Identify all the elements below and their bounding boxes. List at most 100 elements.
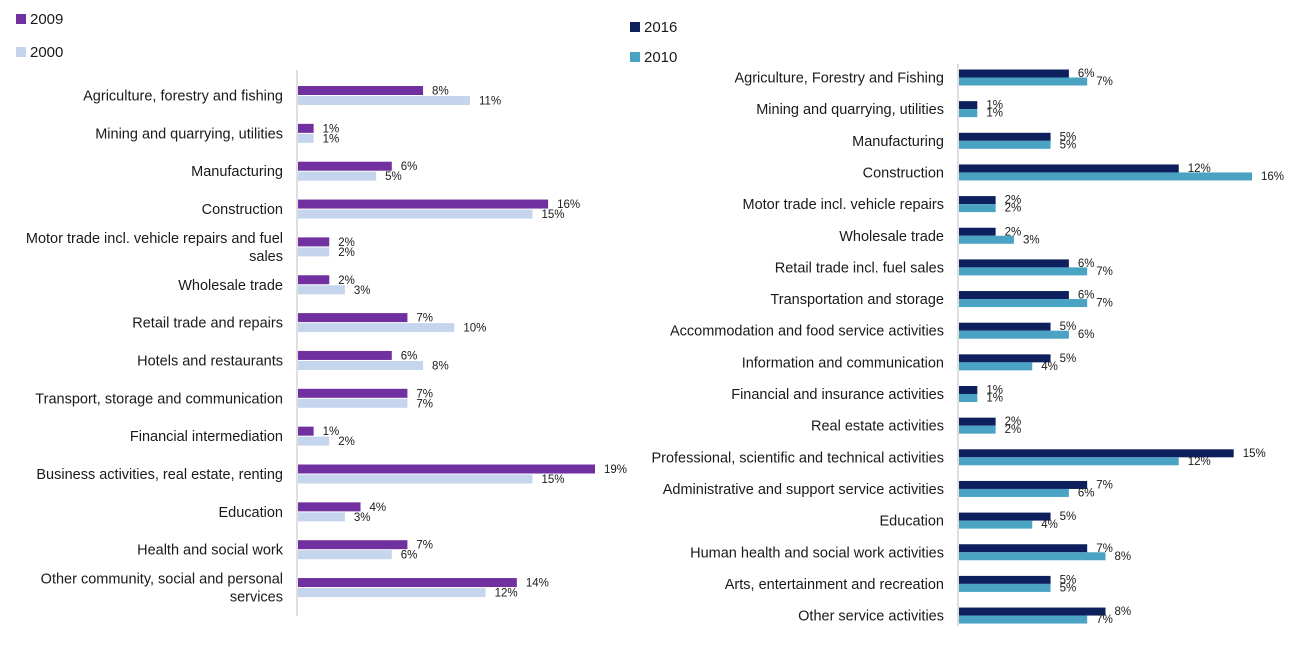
data-label-2000: 12% [495,588,518,600]
legend-label-2009: 2009 [30,11,63,28]
bar-2010 [959,235,1014,244]
bar-2010 [959,77,1088,86]
bar-2016 [959,69,1069,78]
category-label: Other community, social and personal [41,572,283,588]
bar-2010 [959,615,1088,624]
bar-2010 [959,457,1179,466]
category-label: Motor trade incl. vehicle repairs [743,197,944,213]
category-label: Manufacturing [852,134,944,150]
bar-2000 [298,96,470,105]
bar-2000 [298,550,392,560]
data-label-2010: 16% [1261,171,1284,183]
bar-2016 [959,101,978,110]
data-label-2016: 12% [1188,163,1211,175]
data-label-2010: 2% [1005,424,1022,436]
category-label: Wholesale trade [178,278,283,294]
bar-2016 [959,227,996,236]
category-label: Mining and quarrying, utilities [756,102,944,118]
data-label-2000: 3% [354,285,371,297]
category-label: Administrative and support service activ… [663,482,944,498]
bar-2010 [959,267,1088,276]
data-label-2010: 6% [1078,487,1095,499]
bar-2010 [959,330,1069,339]
chart-panel-2: 2016 2010 Agriculture, Forestry and Fishin… [630,19,1284,626]
category-label: Transportation and storage [770,292,944,308]
data-label-2010: 7% [1096,614,1113,626]
bar-2010 [959,204,996,213]
data-label-2016: 5% [1060,511,1077,523]
category-label: services [230,590,283,606]
data-label-2010: 1% [986,393,1003,405]
data-label-2009: 6% [401,161,418,173]
category-label: Health and social work [137,543,284,559]
bar-2000 [298,512,345,522]
data-label-2000: 3% [354,512,371,524]
category-label: Financial intermediation [130,429,283,445]
bar-2009 [298,313,408,323]
bar-2010 [959,520,1033,529]
bar-2016 [959,575,1051,584]
bar-2016 [959,196,996,205]
bar-2000 [298,171,377,181]
bar-2010 [959,299,1088,308]
legend-swatch-2016 [630,22,640,32]
data-label-2016: 5% [1060,321,1077,333]
data-label-2016: 2% [1005,195,1022,207]
bar-2016 [959,480,1088,489]
category-label: Real estate activities [811,419,944,435]
category-label: sales [249,249,283,265]
bar-2009 [298,540,408,550]
bar-2000 [298,247,330,257]
data-label-2009: 2% [338,237,355,249]
data-label-2010: 6% [1078,329,1095,341]
legend-label-2000: 2000 [30,44,63,61]
data-label-2016: 1% [986,385,1003,397]
data-label-2010: 5% [1060,582,1077,594]
data-label-2009: 8% [432,86,449,98]
bar-2000 [298,323,455,333]
bar-2010 [959,425,996,434]
bar-2016 [959,164,1179,173]
legend-swatch-2010 [630,52,640,62]
category-label: Education [880,514,945,530]
data-label-2009: 7% [416,313,433,325]
category-label: Retail trade and repairs [132,316,283,332]
data-label-2016: 15% [1243,448,1266,460]
bar-2016 [959,544,1088,553]
legend-swatch-2000 [16,47,26,57]
data-label-2016: 6% [1078,258,1095,270]
bar-2000 [298,209,533,219]
category-label: Business activities, real estate, rentin… [36,467,283,483]
bar-2016 [959,417,996,426]
bar-2010 [959,172,1252,181]
bar-2000 [298,436,330,446]
category-label: Mining and quarrying, utilities [95,126,283,142]
data-label-2016: 1% [986,100,1003,112]
data-label-2010: 3% [1023,234,1040,246]
bar-2010 [959,488,1069,497]
chart-panel-1: 2009 2000 Agriculture, forestry and fishin… [16,11,627,616]
bar-2010 [959,583,1051,592]
data-label-2000: 11% [479,96,501,108]
data-label-2009: 4% [370,502,387,514]
bar-2016 [959,259,1069,268]
data-label-2010: 4% [1041,519,1058,531]
data-label-2000: 8% [432,360,449,372]
data-label-2009: 6% [401,350,418,362]
data-label-2000: 2% [338,247,355,259]
data-label-2016: 5% [1060,353,1077,365]
data-label-2000: 10% [463,323,486,335]
bar-2009 [298,275,330,285]
bar-2009 [298,464,595,474]
bar-2016 [959,132,1051,141]
legend-label-2016: 2016 [644,19,677,36]
data-label-2010: 1% [986,108,1003,120]
bar-2000 [298,285,345,295]
legend-swatch-2009 [16,14,26,24]
category-label: Agriculture, forestry and fishing [83,89,283,105]
bar-2010 [959,362,1033,371]
category-label: Education [219,505,284,521]
data-label-2016: 5% [1060,131,1077,143]
data-label-2016: 6% [1078,68,1095,80]
category-label: Accommodation and food service activitie… [670,324,944,340]
